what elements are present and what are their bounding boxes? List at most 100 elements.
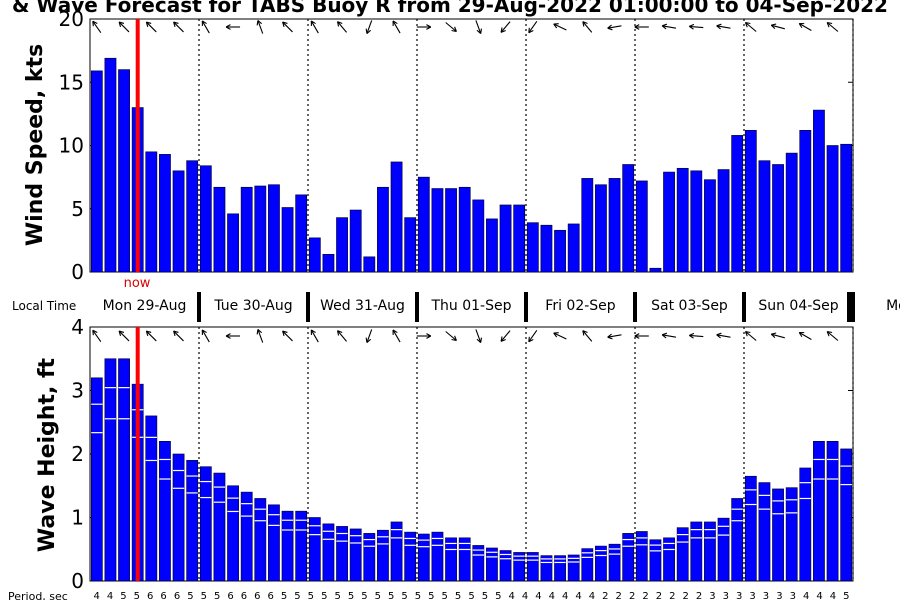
wave-bar <box>417 533 430 582</box>
period-value: 3 <box>790 591 796 600</box>
day-label: Mon 29-Aug <box>103 298 187 314</box>
wind-direction-arrow-icon <box>634 24 649 30</box>
period-value: 5 <box>281 591 287 600</box>
wind-bar <box>554 229 566 273</box>
wind-bar <box>744 130 757 273</box>
period-value: 5 <box>442 591 448 600</box>
wave-bar <box>799 467 812 582</box>
wind-bar <box>758 160 771 273</box>
day-label: Wed 31-Aug <box>320 298 405 314</box>
wind-bar <box>635 180 648 273</box>
wind-bar <box>268 184 280 273</box>
wave-direction-arrow-icon <box>310 329 319 343</box>
wave-bar <box>322 523 335 582</box>
wave-direction-arrow-icon <box>475 329 483 343</box>
wave-direction-arrow-icon <box>445 331 457 342</box>
period-value: 5 <box>401 591 407 600</box>
period-value: 3 <box>709 591 715 600</box>
wave-direction-arrow-icon <box>282 330 293 342</box>
period-value: 5 <box>187 591 193 600</box>
period-value: 5 <box>843 591 849 600</box>
period-value: 6 <box>241 591 247 600</box>
period-value: 5 <box>348 591 354 600</box>
period-value: 5 <box>375 591 381 600</box>
wind-direction-arrow-icon <box>416 24 432 30</box>
wave-ytick-label: 4 <box>71 315 84 339</box>
wave-bar <box>731 498 744 582</box>
now-label: now <box>124 276 151 291</box>
period-value: 3 <box>736 591 742 600</box>
wind-bar <box>486 218 498 273</box>
period-value: 4 <box>508 591 514 600</box>
wave-bar <box>431 531 444 582</box>
wind-bar <box>349 209 362 273</box>
wave-direction-arrow-icon <box>145 330 157 342</box>
wind-bar <box>281 207 294 273</box>
wave-direction-arrow-icon <box>225 333 241 339</box>
day-label: Tue 30-Aug <box>213 298 292 314</box>
wave-direction-arrow-icon <box>256 329 264 343</box>
period-value: 4 <box>522 591 528 600</box>
wind-bar <box>690 170 703 273</box>
wave-bar <box>281 510 294 582</box>
wind-direction-arrow-icon <box>310 20 319 34</box>
wind-bar <box>336 217 348 273</box>
wind-bar <box>704 179 716 273</box>
wind-direction-arrow-icon <box>282 21 293 33</box>
wave-bar <box>227 485 239 582</box>
wave-height-panel: 0 1 2 3 4 <box>71 315 854 593</box>
wind-direction-arrow-icon <box>445 22 457 33</box>
wind-direction-arrow-icon <box>582 21 593 33</box>
wave-bar <box>622 533 635 582</box>
period-value: 5 <box>134 591 140 600</box>
wave-direction-arrow-icon <box>392 329 401 343</box>
wind-bar <box>322 253 335 273</box>
wind-bar <box>840 143 853 273</box>
wave-bar <box>199 466 212 582</box>
period-value: 5 <box>482 591 488 600</box>
wave-bar <box>445 537 457 582</box>
wave-bar <box>554 555 566 582</box>
wind-bar <box>513 204 526 273</box>
wind-bar <box>526 222 539 273</box>
period-value: 6 <box>147 591 153 600</box>
wave-bar <box>390 521 403 582</box>
wind-bar <box>567 223 580 273</box>
wave-bar <box>363 533 376 582</box>
wind-bar <box>731 135 744 273</box>
period-value: 2 <box>656 591 662 600</box>
wave-direction-arrow-icon <box>553 332 567 340</box>
wave-direction-arrow-icon <box>416 333 432 339</box>
period-value: 5 <box>361 591 367 600</box>
wave-ytick-label: 0 <box>71 569 84 593</box>
wind-direction-arrow-icon <box>770 23 785 30</box>
wave-bar <box>513 552 526 582</box>
wave-direction-arrow-icon <box>607 333 622 340</box>
wind-direction-arrow-icon <box>201 20 210 34</box>
period-value: 5 <box>321 591 327 600</box>
period-value: 5 <box>308 591 314 600</box>
wave-bar <box>295 510 308 582</box>
wind-bar <box>717 169 730 273</box>
period-value: 3 <box>723 591 729 600</box>
wave-bar <box>649 539 662 582</box>
wind-bar <box>377 186 389 273</box>
wind-direction-arrow-icon <box>744 21 757 32</box>
wind-bar <box>159 154 171 273</box>
period-value: 4 <box>107 591 113 600</box>
wind-bar <box>813 109 825 273</box>
period-value: 4 <box>94 591 100 600</box>
wind-bar <box>785 152 798 273</box>
wave-bar <box>772 488 784 582</box>
wave-direction-arrow-icon <box>716 332 731 339</box>
day-label: Thu 01-Sep <box>430 298 511 314</box>
wave-bar <box>308 517 321 582</box>
wind-bar <box>199 165 212 273</box>
wind-bar <box>213 186 226 273</box>
wind-direction-arrow-icon <box>337 21 347 33</box>
wave-direction-arrow-icon <box>92 329 102 343</box>
wind-direction-arrow-icon <box>716 23 731 30</box>
wave-bar <box>172 453 185 582</box>
period-value: 2 <box>642 591 648 600</box>
